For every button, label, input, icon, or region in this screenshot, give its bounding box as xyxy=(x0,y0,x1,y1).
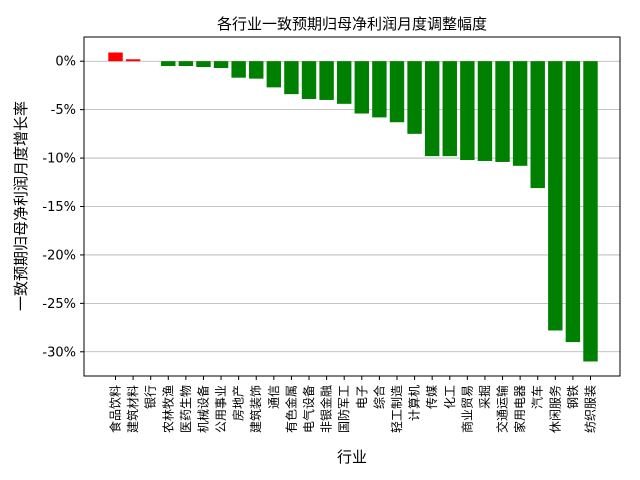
x-tick-label: 非银金融 xyxy=(319,385,334,433)
y-tick-label: -5% xyxy=(51,103,76,118)
x-tick-label: 医药生物 xyxy=(179,385,193,433)
y-tick-label: -15% xyxy=(42,200,76,215)
y-tick-label: -25% xyxy=(42,297,76,312)
y-axis-title: 一致预期归母净利润月度增长率 xyxy=(12,101,30,311)
x-tick-label: 综合 xyxy=(371,385,386,409)
x-tick-label: 传媒 xyxy=(424,385,439,409)
y-tick-label: 0% xyxy=(55,55,76,70)
bar xyxy=(565,61,581,343)
x-tick-label: 纺织服装 xyxy=(584,385,598,433)
x-tick-label: 电子 xyxy=(355,385,369,409)
x-tick-label: 房地产 xyxy=(231,385,246,421)
bars xyxy=(108,52,598,362)
bar xyxy=(178,61,194,67)
x-tick-label: 汽车 xyxy=(530,385,545,409)
x-tick-label: 休闲服务 xyxy=(547,385,562,433)
x-tick-label: 银行 xyxy=(144,385,158,409)
bar xyxy=(424,61,440,157)
bar xyxy=(284,61,299,95)
x-tick-label: 计算机 xyxy=(407,385,422,421)
x-tick-label: 公用事业 xyxy=(214,385,228,433)
x-tick-label: 交通运输 xyxy=(495,385,510,433)
bar xyxy=(460,61,475,161)
x-tick-label: 建筑装饰 xyxy=(248,385,263,433)
y-tick-label: -30% xyxy=(42,345,76,360)
x-tick-label: 食品饮料 xyxy=(108,385,123,433)
chart-title: 各行业一致预期归母净利润月度调整幅度 xyxy=(217,15,487,33)
bar xyxy=(108,52,123,62)
bar xyxy=(249,61,264,79)
bar xyxy=(196,61,211,68)
bar xyxy=(477,61,493,161)
x-tick-label: 农林牧渔 xyxy=(161,385,175,433)
bar xyxy=(372,61,387,118)
x-tick-label: 化工 xyxy=(443,385,457,409)
x-tick-label: 采掘 xyxy=(477,385,492,409)
grid-lines xyxy=(84,60,620,353)
y-tick-label: -20% xyxy=(42,248,76,263)
x-tick-label: 机械设备 xyxy=(195,385,210,433)
x-tick-label: 有色金属 xyxy=(283,385,298,433)
x-tick-label: 商业贸易 xyxy=(459,385,474,433)
x-tick-label: 电气设备 xyxy=(301,385,316,433)
bar xyxy=(442,61,457,157)
x-axis-title: 行业 xyxy=(337,448,367,466)
bar xyxy=(266,61,282,88)
y-tick-label: -10% xyxy=(42,152,76,167)
bar xyxy=(407,61,422,134)
bar xyxy=(213,61,229,68)
x-tick-label: 建筑材料 xyxy=(125,385,140,433)
bar xyxy=(125,59,141,62)
y-axis-ticks: 0% -5% -10% -15% -20% -25% -30% xyxy=(42,55,84,360)
x-tick-label: 钢铁 xyxy=(566,385,580,409)
x-axis-ticks: 食品饮料 建筑材料 银行 农林牧渔 医药生物 机械设备 公用事业 房地产 建筑装饰 通信 有色金属电… xyxy=(108,376,598,433)
x-tick-label: 国防军工 xyxy=(336,385,351,433)
bar xyxy=(530,61,545,189)
bar xyxy=(319,61,334,100)
bar xyxy=(495,61,510,162)
bar xyxy=(548,61,563,331)
bar xyxy=(512,61,528,166)
bar xyxy=(583,61,598,362)
bar xyxy=(336,61,352,104)
bar xyxy=(354,61,370,114)
bar xyxy=(231,61,246,78)
bar xyxy=(161,61,176,67)
bar xyxy=(389,61,405,123)
x-tick-label: 轻工制造 xyxy=(390,385,404,433)
x-tick-label: 家用电器 xyxy=(512,385,527,433)
bar xyxy=(301,61,317,99)
x-tick-label: 通信 xyxy=(267,385,281,409)
